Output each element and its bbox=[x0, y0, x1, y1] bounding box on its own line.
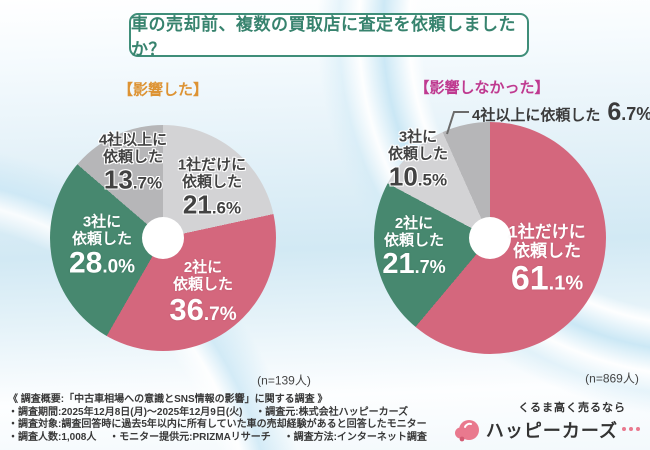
donut-hole bbox=[469, 217, 511, 259]
donut-hole bbox=[142, 217, 184, 259]
percent-value: 61.1% bbox=[510, 259, 584, 298]
survey-overview: 《 調査概要:「中古車相場への意識とSNS情報の影響」に関する調査 》 ・調査期… bbox=[8, 394, 478, 444]
percent-value: 36.7% bbox=[169, 292, 237, 327]
percent-value: 13.7% bbox=[103, 164, 163, 195]
brand-logo: くるま高く売るなら ハッピーカーズ bbox=[454, 399, 640, 443]
percent-value: 6.7% bbox=[607, 98, 650, 126]
segment-label-2companies: 2社に 依頼した 36.7% bbox=[169, 259, 237, 327]
page-title: 車の売却前、複数の買取店に査定を依頼しましたか？ bbox=[131, 15, 516, 59]
percent-value: 21.6% bbox=[182, 189, 242, 220]
mascot-car-icon bbox=[454, 419, 479, 441]
heading-not-influenced: 【影響しなかった】 bbox=[414, 79, 550, 97]
percent-value: 28.0% bbox=[68, 246, 136, 280]
segment-label-1company: 1社だけに 依頼した 61.1% bbox=[508, 222, 586, 298]
title-box: 車の売却前、複数の買取店に査定を依頼しましたか？ bbox=[129, 13, 529, 59]
survey-line: ・調査対象:調査回答時に過去5年以内に所有していた車の売却経験があると回答したモ… bbox=[8, 419, 427, 430]
brand-name: ハッピーカーズ bbox=[485, 421, 618, 441]
percent-value: 21.7% bbox=[382, 248, 446, 280]
segment-label-3companies: 3社に 依頼した 28.0% bbox=[68, 213, 136, 280]
leader-line bbox=[446, 111, 469, 135]
heading-influenced: 【影響した】 bbox=[117, 81, 209, 99]
percent-value: 10.5% bbox=[388, 161, 448, 192]
sample-size-left: (n=139人) bbox=[257, 373, 311, 388]
segment-label-2companies: 2社に 依頼した 21.7% bbox=[382, 215, 446, 280]
segment-label-4plus: 4社以上に 依頼した 13.7% bbox=[98, 131, 168, 195]
segment-label-4plus-outside: 4社以上に依頼した 6.7% bbox=[472, 99, 650, 125]
sample-size-right: (n=869人) bbox=[585, 371, 639, 386]
segment-label-3companies: 3社に 依頼した 10.5% bbox=[387, 128, 449, 192]
brand-tagline: くるま高く売るなら bbox=[518, 402, 626, 414]
pie-chart-influenced: 1社だけに 依頼した 21.6% 2社に 依頼した 36.7% 3社に 依頼した… bbox=[50, 125, 276, 351]
survey-line: ・調査期間:2025年12月8日(月)〜2025年12月9日(火) ・調査元:株… bbox=[8, 406, 409, 418]
brand-dots-decoration bbox=[622, 426, 640, 434]
survey-line: ・調査人数:1,008人 ・モニター提供元:PRIZMAリサーチ ・調査方法:イ… bbox=[8, 431, 427, 443]
segment-label-1company: 1社だけに 依頼した 21.6% bbox=[177, 156, 247, 220]
survey-line: 《 調査概要:「中古車相場への意識とSNS情報の影響」に関する調査 》 bbox=[8, 394, 328, 405]
pie-chart-not-influenced: 1社だけに 依頼した 61.1% 2社に 依頼した 21.7% 3社に 依頼した… bbox=[374, 122, 606, 354]
